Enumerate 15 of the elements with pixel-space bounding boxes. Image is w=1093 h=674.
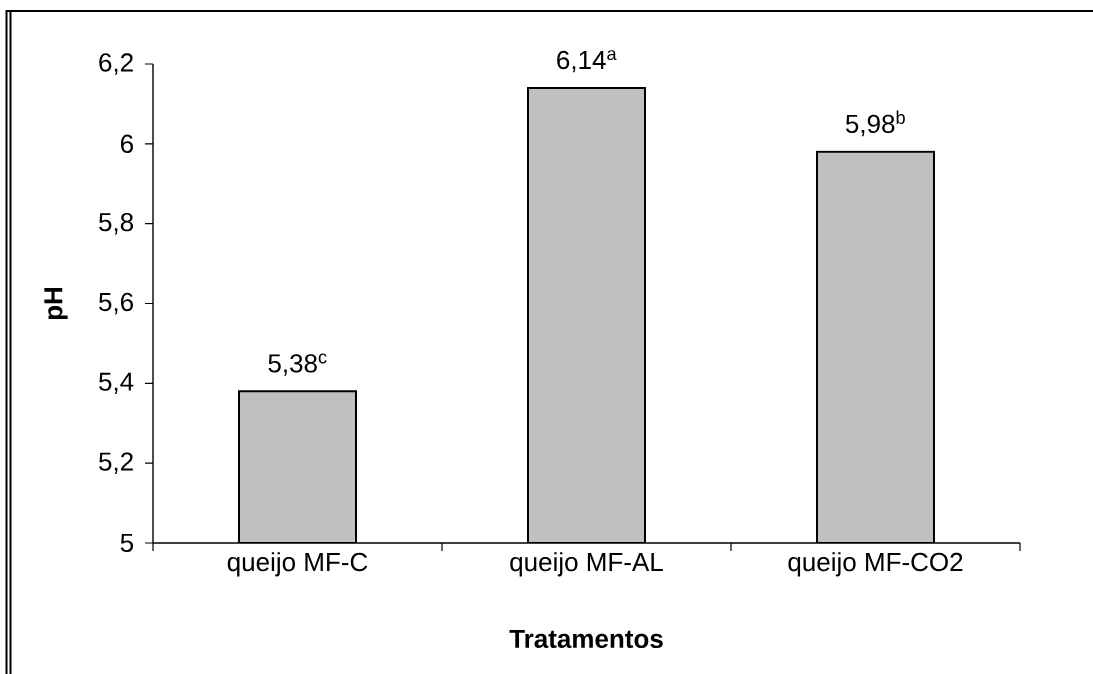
y-tick-label: 5,6 xyxy=(99,292,133,315)
data-label: 6,14$^{a}$ xyxy=(557,50,617,73)
y-tick-label: 5 xyxy=(120,533,134,553)
y-tick-label: 6,2 xyxy=(99,53,133,75)
x-tick-label: queijo MF-AL xyxy=(510,552,663,577)
y-axis-title: pH xyxy=(44,287,68,320)
y-tick-label: 5,2 xyxy=(99,452,133,474)
y-tick-label: 5,4 xyxy=(99,372,134,394)
x-tick-label: queijo MF-C xyxy=(227,552,368,577)
x-tick-label: queijo MF-CO2 xyxy=(788,552,963,577)
y-tick-label: 6 xyxy=(121,134,133,154)
x-axis-title: Tratamentos xyxy=(509,629,663,649)
data-label: 5,98$^{b}$ xyxy=(845,110,905,137)
y-tick-label: 5,8 xyxy=(99,212,134,235)
data-label: 5,38$^{c}$ xyxy=(268,353,327,376)
